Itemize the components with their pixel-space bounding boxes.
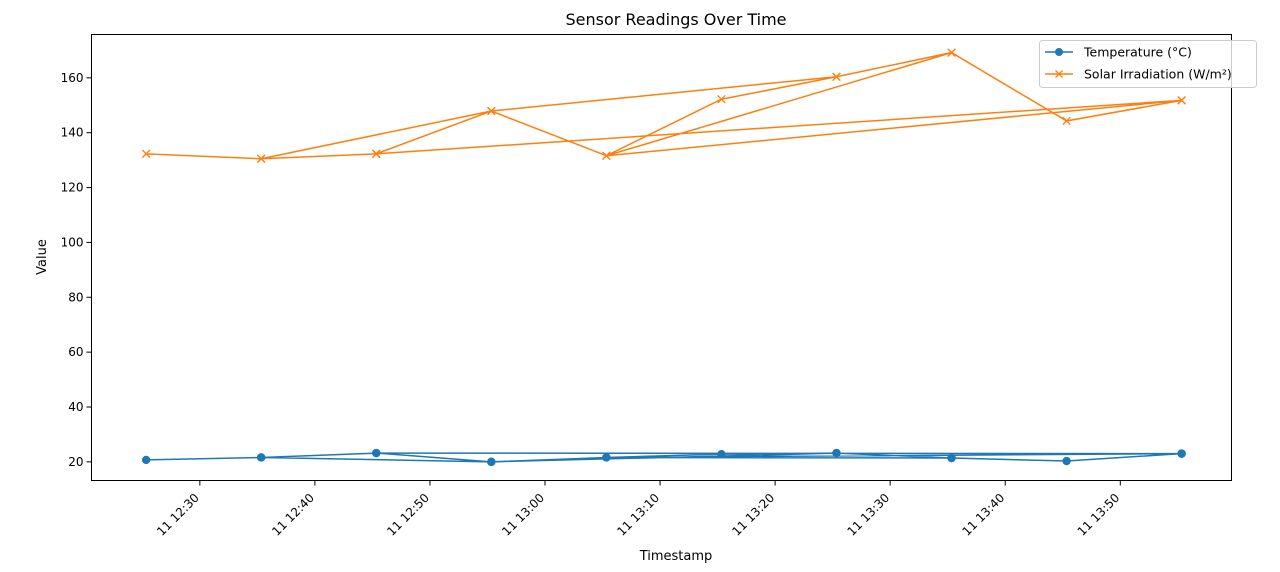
data-point-0-14 bbox=[947, 453, 956, 463]
y-tick-label: 80 bbox=[68, 290, 83, 304]
x-tick-label: 11 13:10 bbox=[614, 491, 662, 539]
series-1 bbox=[141, 48, 1186, 164]
data-point-1-0 bbox=[141, 149, 151, 159]
data-point-0-8 bbox=[1062, 456, 1071, 466]
data-point-0-5 bbox=[717, 449, 726, 459]
data-point-1-11 bbox=[256, 154, 266, 164]
x-tick-label: 11 13:20 bbox=[729, 491, 777, 539]
data-point-1-13 bbox=[832, 72, 841, 82]
plot-series bbox=[141, 48, 1186, 467]
x-tick-label: 11 13:30 bbox=[844, 491, 892, 539]
y-tick-label: 100 bbox=[61, 235, 84, 249]
data-point-1-15 bbox=[602, 151, 611, 160]
plot-frame bbox=[91, 34, 1232, 481]
x-tick-label: 11 13:40 bbox=[959, 491, 1007, 539]
y-tick-label: 40 bbox=[68, 400, 83, 414]
legend-temperature-marker bbox=[1055, 48, 1063, 56]
data-point-0-0 bbox=[141, 455, 151, 465]
y-axis-label: Value bbox=[35, 239, 50, 275]
y-tick-label: 20 bbox=[68, 455, 83, 469]
x-tick-label: 11 12:40 bbox=[269, 491, 317, 539]
series-line-1 bbox=[146, 51, 1182, 160]
x-tick-label: 11 13:50 bbox=[1075, 491, 1123, 539]
y-tick-label: 60 bbox=[68, 345, 83, 359]
data-point-0-11 bbox=[257, 453, 266, 462]
data-point-1-16 bbox=[1177, 96, 1186, 105]
data-point-0-15 bbox=[602, 453, 611, 462]
x-axis: 11 12:30 11 12:40 11 12:50 11 13:00 11 13:10… bbox=[154, 480, 1123, 539]
y-tick-label: 120 bbox=[61, 181, 84, 195]
chart-title: Sensor Readings Over Time bbox=[565, 10, 786, 29]
data-point-1-8 bbox=[1062, 116, 1071, 126]
x-tick-label: 11 12:50 bbox=[384, 491, 432, 539]
series-line-0 bbox=[146, 452, 1182, 463]
x-axis-label: Timestamp bbox=[639, 549, 713, 564]
y-axis: 20 40 60 80 100 120 140 160 bbox=[61, 71, 92, 469]
series-0 bbox=[141, 448, 1186, 467]
legend: Temperature (°C) Solar Irradiation (W/m²… bbox=[1039, 40, 1257, 88]
y-tick-label: 160 bbox=[61, 71, 84, 85]
x-tick-label: 11 13:00 bbox=[499, 491, 547, 539]
data-point-1-5 bbox=[717, 94, 726, 104]
data-point-0-10 bbox=[372, 448, 381, 458]
data-point-1-10 bbox=[372, 149, 381, 159]
data-point-0-12 bbox=[487, 457, 496, 467]
legend-temperature-label: Temperature (°C) bbox=[1083, 45, 1192, 60]
legend-irradiation-marker bbox=[1055, 70, 1063, 78]
data-point-0-13 bbox=[832, 448, 841, 458]
legend-irradiation-label: Solar Irradiation (W/m²) bbox=[1084, 67, 1232, 82]
data-point-1-12 bbox=[487, 106, 496, 116]
x-tick-label: 11 12:30 bbox=[154, 491, 202, 539]
data-point-1-14 bbox=[947, 48, 956, 57]
data-point-0-16 bbox=[1177, 449, 1186, 458]
y-tick-label: 140 bbox=[61, 126, 84, 140]
legend-frame bbox=[1039, 40, 1257, 88]
